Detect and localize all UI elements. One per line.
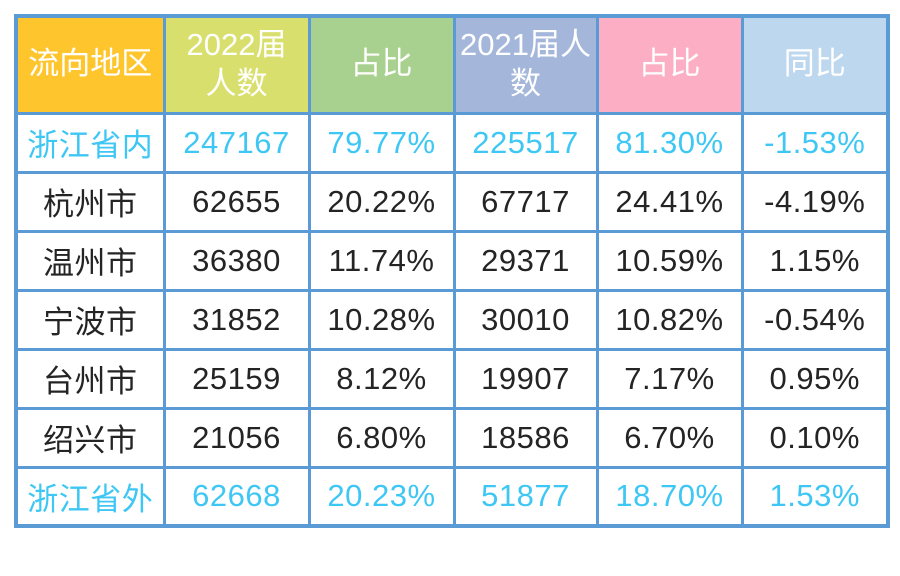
cell-pct_2022: 11.74% (307, 229, 456, 292)
table-row: 浙江省外 62668 20.23% 51877 18.70% 1.53% (14, 465, 890, 528)
cell-count_2022: 31852 (162, 288, 311, 351)
cell-yoy: 0.95% (740, 347, 890, 410)
cell-pct_2022: 20.22% (307, 170, 456, 233)
table-row: 温州市 36380 11.74% 29371 10.59% 1.15% (14, 229, 890, 292)
column-header-pct_2022: 占比 (307, 14, 456, 115)
cell-pct_2022: 10.28% (307, 288, 456, 351)
cell-pct_2021: 7.17% (595, 347, 744, 410)
page: 流向地区 2022届 人数 占比 2021届人 数占比 同比 浙江省内 247167 79.… (14, 14, 890, 528)
column-header-region: 流向地区 (14, 14, 166, 115)
cell-count_2021: 51877 (452, 465, 599, 528)
table-row: 浙江省内 247167 79.77% 225517 81.30% -1.53% (14, 111, 890, 174)
cell-region: 浙江省外 (14, 465, 166, 528)
cell-count_2022: 247167 (162, 111, 311, 174)
cell-pct_2021: 18.70% (595, 465, 744, 528)
cell-pct_2021: 6.70% (595, 406, 744, 469)
cell-count_2021: 30010 (452, 288, 599, 351)
cell-pct_2021: 10.59% (595, 229, 744, 292)
table-row: 绍兴市 21056 6.80% 18586 6.70% 0.10% (14, 406, 890, 469)
cell-yoy: -0.54% (740, 288, 890, 351)
cell-region: 温州市 (14, 229, 166, 292)
column-header-pct_2021: 占比 (595, 14, 744, 115)
column-header-yoy: 同比 (740, 14, 890, 115)
column-header-count_2022: 2022届 人数 (162, 14, 311, 115)
cell-pct_2021: 81.30% (595, 111, 744, 174)
table-body: 浙江省内 247167 79.77% 225517 81.30% -1.53% 杭州市 626… (14, 111, 890, 528)
table-row: 台州市 25159 8.12% 19907 7.17% 0.95% (14, 347, 890, 410)
cell-count_2022: 21056 (162, 406, 311, 469)
cell-pct_2021: 24.41% (595, 170, 744, 233)
flow-region-table: 流向地区 2022届 人数 占比 2021届人 数占比 同比 浙江省内 247167 79.… (14, 14, 890, 528)
cell-pct_2022: 79.77% (307, 111, 456, 174)
cell-region: 杭州市 (14, 170, 166, 233)
cell-count_2022: 62668 (162, 465, 311, 528)
cell-count_2021: 225517 (452, 111, 599, 174)
table-row: 杭州市 62655 20.22% 67717 24.41% -4.19% (14, 170, 890, 233)
cell-count_2022: 62655 (162, 170, 311, 233)
cell-pct_2022: 6.80% (307, 406, 456, 469)
cell-count_2022: 25159 (162, 347, 311, 410)
cell-count_2021: 67717 (452, 170, 599, 233)
cell-yoy: -4.19% (740, 170, 890, 233)
column-header-count_2021: 2021届人 数 (452, 14, 599, 115)
cell-count_2021: 18586 (452, 406, 599, 469)
cell-pct_2021: 10.82% (595, 288, 744, 351)
cell-yoy: 0.10% (740, 406, 890, 469)
cell-region: 绍兴市 (14, 406, 166, 469)
cell-count_2021: 29371 (452, 229, 599, 292)
cell-yoy: -1.53% (740, 111, 890, 174)
cell-yoy: 1.53% (740, 465, 890, 528)
cell-region: 浙江省内 (14, 111, 166, 174)
table-row: 宁波市 31852 10.28% 30010 10.82% -0.54% (14, 288, 890, 351)
cell-yoy: 1.15% (740, 229, 890, 292)
cell-region: 台州市 (14, 347, 166, 410)
cell-pct_2022: 20.23% (307, 465, 456, 528)
cell-count_2021: 19907 (452, 347, 599, 410)
cell-region: 宁波市 (14, 288, 166, 351)
header-row: 流向地区 2022届 人数 占比 2021届人 数占比 同比 (14, 14, 890, 115)
cell-count_2022: 36380 (162, 229, 311, 292)
cell-pct_2022: 8.12% (307, 347, 456, 410)
